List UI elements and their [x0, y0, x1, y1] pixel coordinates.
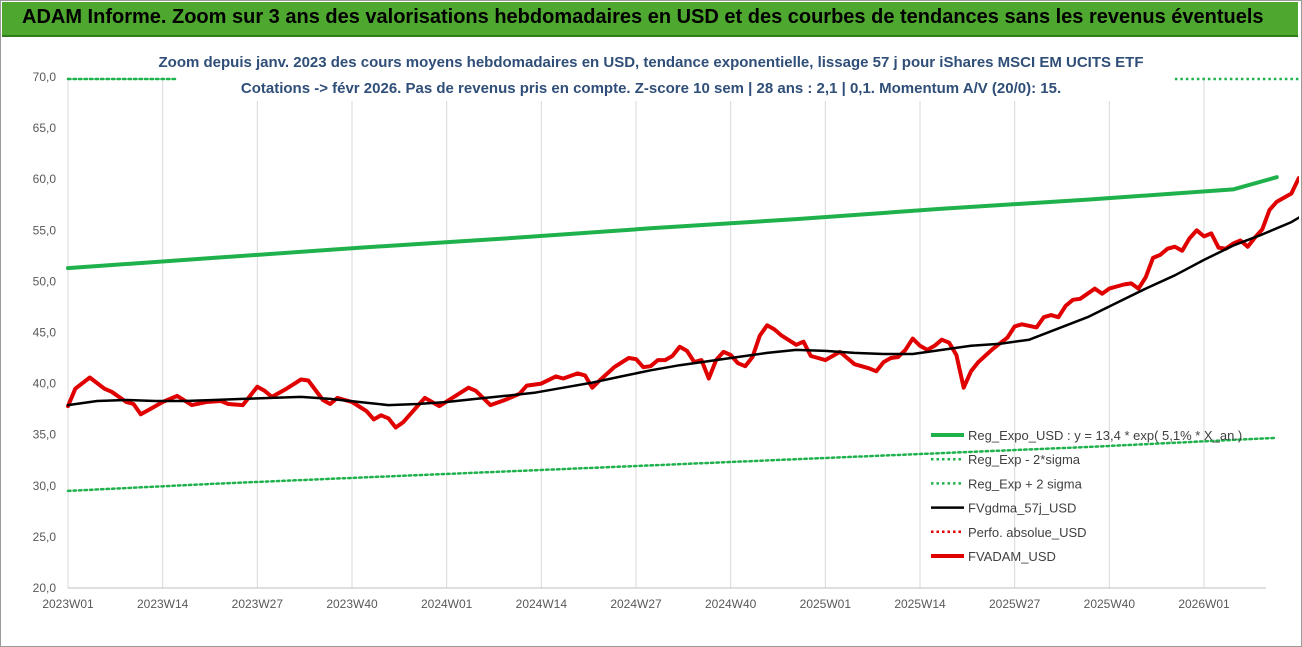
- x-tick-label: 2025W40: [1084, 597, 1136, 611]
- series-line-reg_lower: [66, 436, 1279, 493]
- y-tick-label: 70,0: [33, 70, 57, 84]
- chart-title-line1: Zoom depuis janv. 2023 des cours moyens …: [159, 54, 1144, 71]
- legend: Reg_Expo_USD : y = 13,4 * exp( 5,1% * X_…: [931, 428, 1242, 564]
- series-layer: [66, 77, 1299, 493]
- chart-title-line2: Cotations -> févr 2026. Pas de revenus p…: [241, 80, 1061, 97]
- x-tick-label: 2025W01: [800, 597, 852, 611]
- legend-label: FVADAM_USD: [968, 549, 1056, 564]
- y-tick-label: 40,0: [33, 377, 57, 391]
- x-tick-label: 2024W01: [421, 597, 473, 611]
- x-tick-label: 2023W01: [42, 597, 94, 611]
- x-tick-label: 2023W27: [232, 597, 284, 611]
- y-tick-label: 45,0: [33, 326, 57, 340]
- series-line-fvadam: [66, 176, 1299, 430]
- x-tick-labels: 2023W01 2023W14 2023W27 2023W40 2024W01 2024W…: [42, 597, 1230, 611]
- y-tick-label: 30,0: [33, 479, 57, 493]
- legend-label: Reg_Exp + 2 sigma: [968, 476, 1083, 491]
- y-tick-label: 55,0: [33, 223, 57, 237]
- x-tick-label: 2025W27: [989, 597, 1041, 611]
- y-tick-label: 65,0: [33, 121, 57, 135]
- y-tick-label: 50,0: [33, 274, 57, 288]
- x-tick-label: 2024W40: [705, 597, 757, 611]
- legend-label: Reg_Expo_USD : y = 13,4 * exp( 5,1% * X_…: [968, 428, 1242, 443]
- x-tick-label: 2025W14: [894, 597, 946, 611]
- x-tick-label: 2023W14: [137, 597, 189, 611]
- y-tick-label: 20,0: [33, 581, 57, 595]
- legend-label: FVgdma_57j_USD: [968, 501, 1076, 516]
- y-tick-label: 60,0: [33, 172, 57, 186]
- header-title: ADAM Informe. Zoom sur 3 ans des valoris…: [22, 6, 1264, 28]
- series-line-reg_expo: [66, 175, 1279, 271]
- y-tick-labels: 70,0 65,0 60,0 55,0 50,0 45,0 40,0 35,0 30,0 25,0…: [33, 70, 57, 595]
- y-tick-label: 35,0: [33, 428, 57, 442]
- gridlines: [67, 77, 1266, 589]
- title-background: [173, 43, 1129, 101]
- header-bar: ADAM Informe. Zoom sur 3 ans des valoris…: [2, 2, 1298, 37]
- legend-label: Reg_Exp - 2*sigma: [968, 452, 1081, 467]
- x-tick-label: 2023W40: [326, 597, 378, 611]
- series-line-fvgdma: [66, 216, 1299, 407]
- x-tick-label: 2026W01: [1178, 597, 1230, 611]
- legend-label: Perfo. absolue_USD: [968, 525, 1087, 540]
- y-tick-label: 25,0: [33, 530, 57, 544]
- chart-plot: 70,0 65,0 60,0 55,0 50,0 45,0 40,0 35,0 30,0 25,0…: [33, 43, 1299, 611]
- x-tick-label: 2024W27: [610, 597, 662, 611]
- x-tick-label: 2024W14: [516, 597, 568, 611]
